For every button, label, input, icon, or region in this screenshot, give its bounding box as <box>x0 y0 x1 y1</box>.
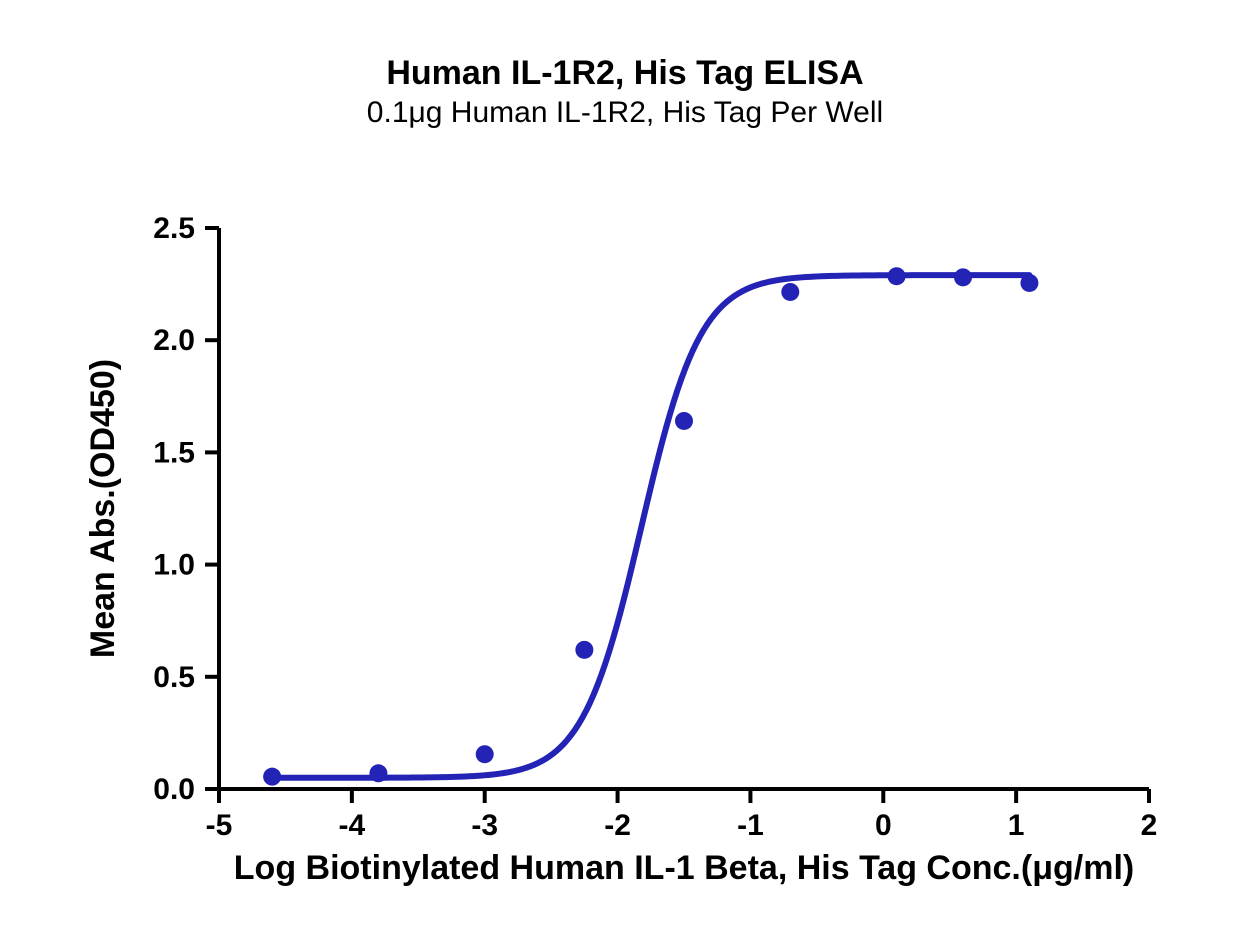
y-tick-label: 0.0 <box>153 773 195 806</box>
data-point <box>888 267 906 285</box>
x-tick-label: 2 <box>1141 809 1158 842</box>
data-point <box>369 764 387 782</box>
data-point <box>1020 274 1038 292</box>
y-tick-label: 1.0 <box>153 549 195 582</box>
data-point <box>263 768 281 786</box>
y-tick-label: 0.5 <box>153 661 195 694</box>
data-point <box>476 745 494 763</box>
x-tick-label: 0 <box>875 809 892 842</box>
chart-title: Human IL-1R2, His Tag ELISA <box>386 54 863 92</box>
data-point <box>781 283 799 301</box>
data-point <box>675 412 693 430</box>
y-tick-label: 2.0 <box>153 324 195 357</box>
x-tick-label: -3 <box>471 809 498 842</box>
x-axis-label: Log Biotinylated Human IL-1 Beta, His Ta… <box>234 849 1134 887</box>
y-axis-label: Mean Abs.(OD450) <box>84 359 122 658</box>
x-tick-label: 1 <box>1008 809 1025 842</box>
x-tick-label: -2 <box>604 809 631 842</box>
chart-subtitle: 0.1μg Human IL-1R2, His Tag Per Well <box>367 96 883 129</box>
x-tick-label: -1 <box>737 809 764 842</box>
y-tick-label: 1.5 <box>153 436 195 469</box>
x-tick-label: -5 <box>206 809 233 842</box>
y-tick-label: 2.5 <box>153 212 195 245</box>
x-tick-label: -4 <box>339 809 366 842</box>
chart-container: Human IL-1R2, His Tag ELISA 0.1μg Human I… <box>0 0 1251 942</box>
elisa-chart: Human IL-1R2, His Tag ELISA 0.1μg Human I… <box>0 0 1251 942</box>
data-point <box>575 641 593 659</box>
data-point <box>954 268 972 286</box>
